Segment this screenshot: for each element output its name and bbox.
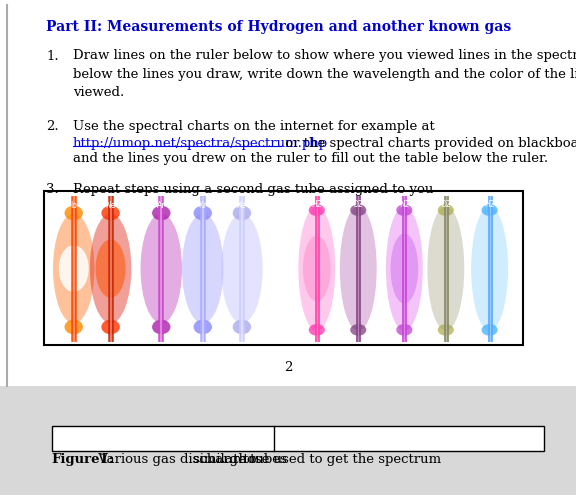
Ellipse shape: [221, 214, 263, 323]
Text: 3.: 3.: [46, 183, 59, 196]
Ellipse shape: [482, 204, 498, 216]
Ellipse shape: [438, 204, 454, 216]
Text: Io: Io: [70, 200, 77, 210]
Ellipse shape: [303, 236, 331, 301]
Text: Various gas discharge tubes: Various gas discharge tubes: [94, 453, 291, 466]
Ellipse shape: [438, 324, 454, 336]
Ellipse shape: [309, 204, 325, 216]
Text: 2: 2: [284, 361, 292, 374]
Ellipse shape: [101, 320, 120, 334]
Text: and the lines you drew on the ruler to fill out the table below the ruler.: and the lines you drew on the ruler to f…: [73, 152, 548, 165]
Text: Draw lines on the ruler below to show where you viewed lines in the spectrum.  O: Draw lines on the ruler below to show wh…: [73, 50, 576, 99]
Ellipse shape: [152, 320, 170, 334]
Ellipse shape: [233, 320, 251, 334]
Ellipse shape: [482, 324, 498, 336]
Text: Use the spectral charts on the internet for example at: Use the spectral charts on the internet …: [73, 120, 434, 133]
Ellipse shape: [386, 206, 423, 331]
Ellipse shape: [101, 206, 120, 220]
Text: H2: H2: [484, 200, 495, 209]
Ellipse shape: [471, 206, 508, 331]
Ellipse shape: [396, 324, 412, 336]
Ellipse shape: [391, 234, 418, 303]
Text: H2: H2: [312, 200, 322, 209]
Text: Xe: Xe: [237, 200, 247, 210]
Ellipse shape: [350, 324, 366, 336]
Text: Ar: Ar: [157, 200, 165, 210]
Text: similar to: similar to: [193, 453, 256, 466]
Text: Part II: Measurements of Hydrogen and another known gas: Part II: Measurements of Hydrogen and an…: [46, 20, 511, 34]
Ellipse shape: [59, 245, 89, 292]
Text: http://umop.net/spectra/spectrum.php: http://umop.net/spectra/spectrum.php: [73, 137, 328, 149]
Text: or the spectral charts provided on blackboard: or the spectral charts provided on black…: [281, 137, 576, 149]
Ellipse shape: [96, 240, 126, 298]
Text: Repeat steps using a second gas tube assigned to you: Repeat steps using a second gas tube ass…: [73, 183, 433, 196]
Text: Figure1:: Figure1:: [52, 453, 115, 466]
Ellipse shape: [309, 324, 325, 336]
Ellipse shape: [340, 206, 377, 331]
Ellipse shape: [396, 204, 412, 216]
Text: 2.: 2.: [46, 120, 59, 133]
Ellipse shape: [152, 206, 170, 220]
Ellipse shape: [194, 206, 212, 220]
Ellipse shape: [141, 214, 182, 323]
Text: Kr: Kr: [199, 200, 207, 210]
Bar: [0, 386, 576, 495]
Bar: [44, 191, 523, 345]
Ellipse shape: [65, 320, 83, 334]
Text: O2: O2: [353, 200, 363, 209]
Ellipse shape: [427, 206, 464, 331]
Ellipse shape: [350, 204, 366, 216]
Ellipse shape: [298, 206, 335, 331]
Text: O2: O2: [441, 200, 451, 209]
Ellipse shape: [233, 206, 251, 220]
Ellipse shape: [53, 214, 94, 323]
Text: those used to get the spectrum: those used to get the spectrum: [229, 453, 441, 466]
Ellipse shape: [182, 214, 223, 323]
Ellipse shape: [90, 214, 131, 323]
Bar: [52, 426, 544, 451]
Text: N2: N2: [399, 200, 410, 209]
Ellipse shape: [194, 320, 212, 334]
Text: 1.: 1.: [46, 50, 59, 62]
Text: Ne: Ne: [105, 200, 116, 210]
Ellipse shape: [65, 206, 83, 220]
